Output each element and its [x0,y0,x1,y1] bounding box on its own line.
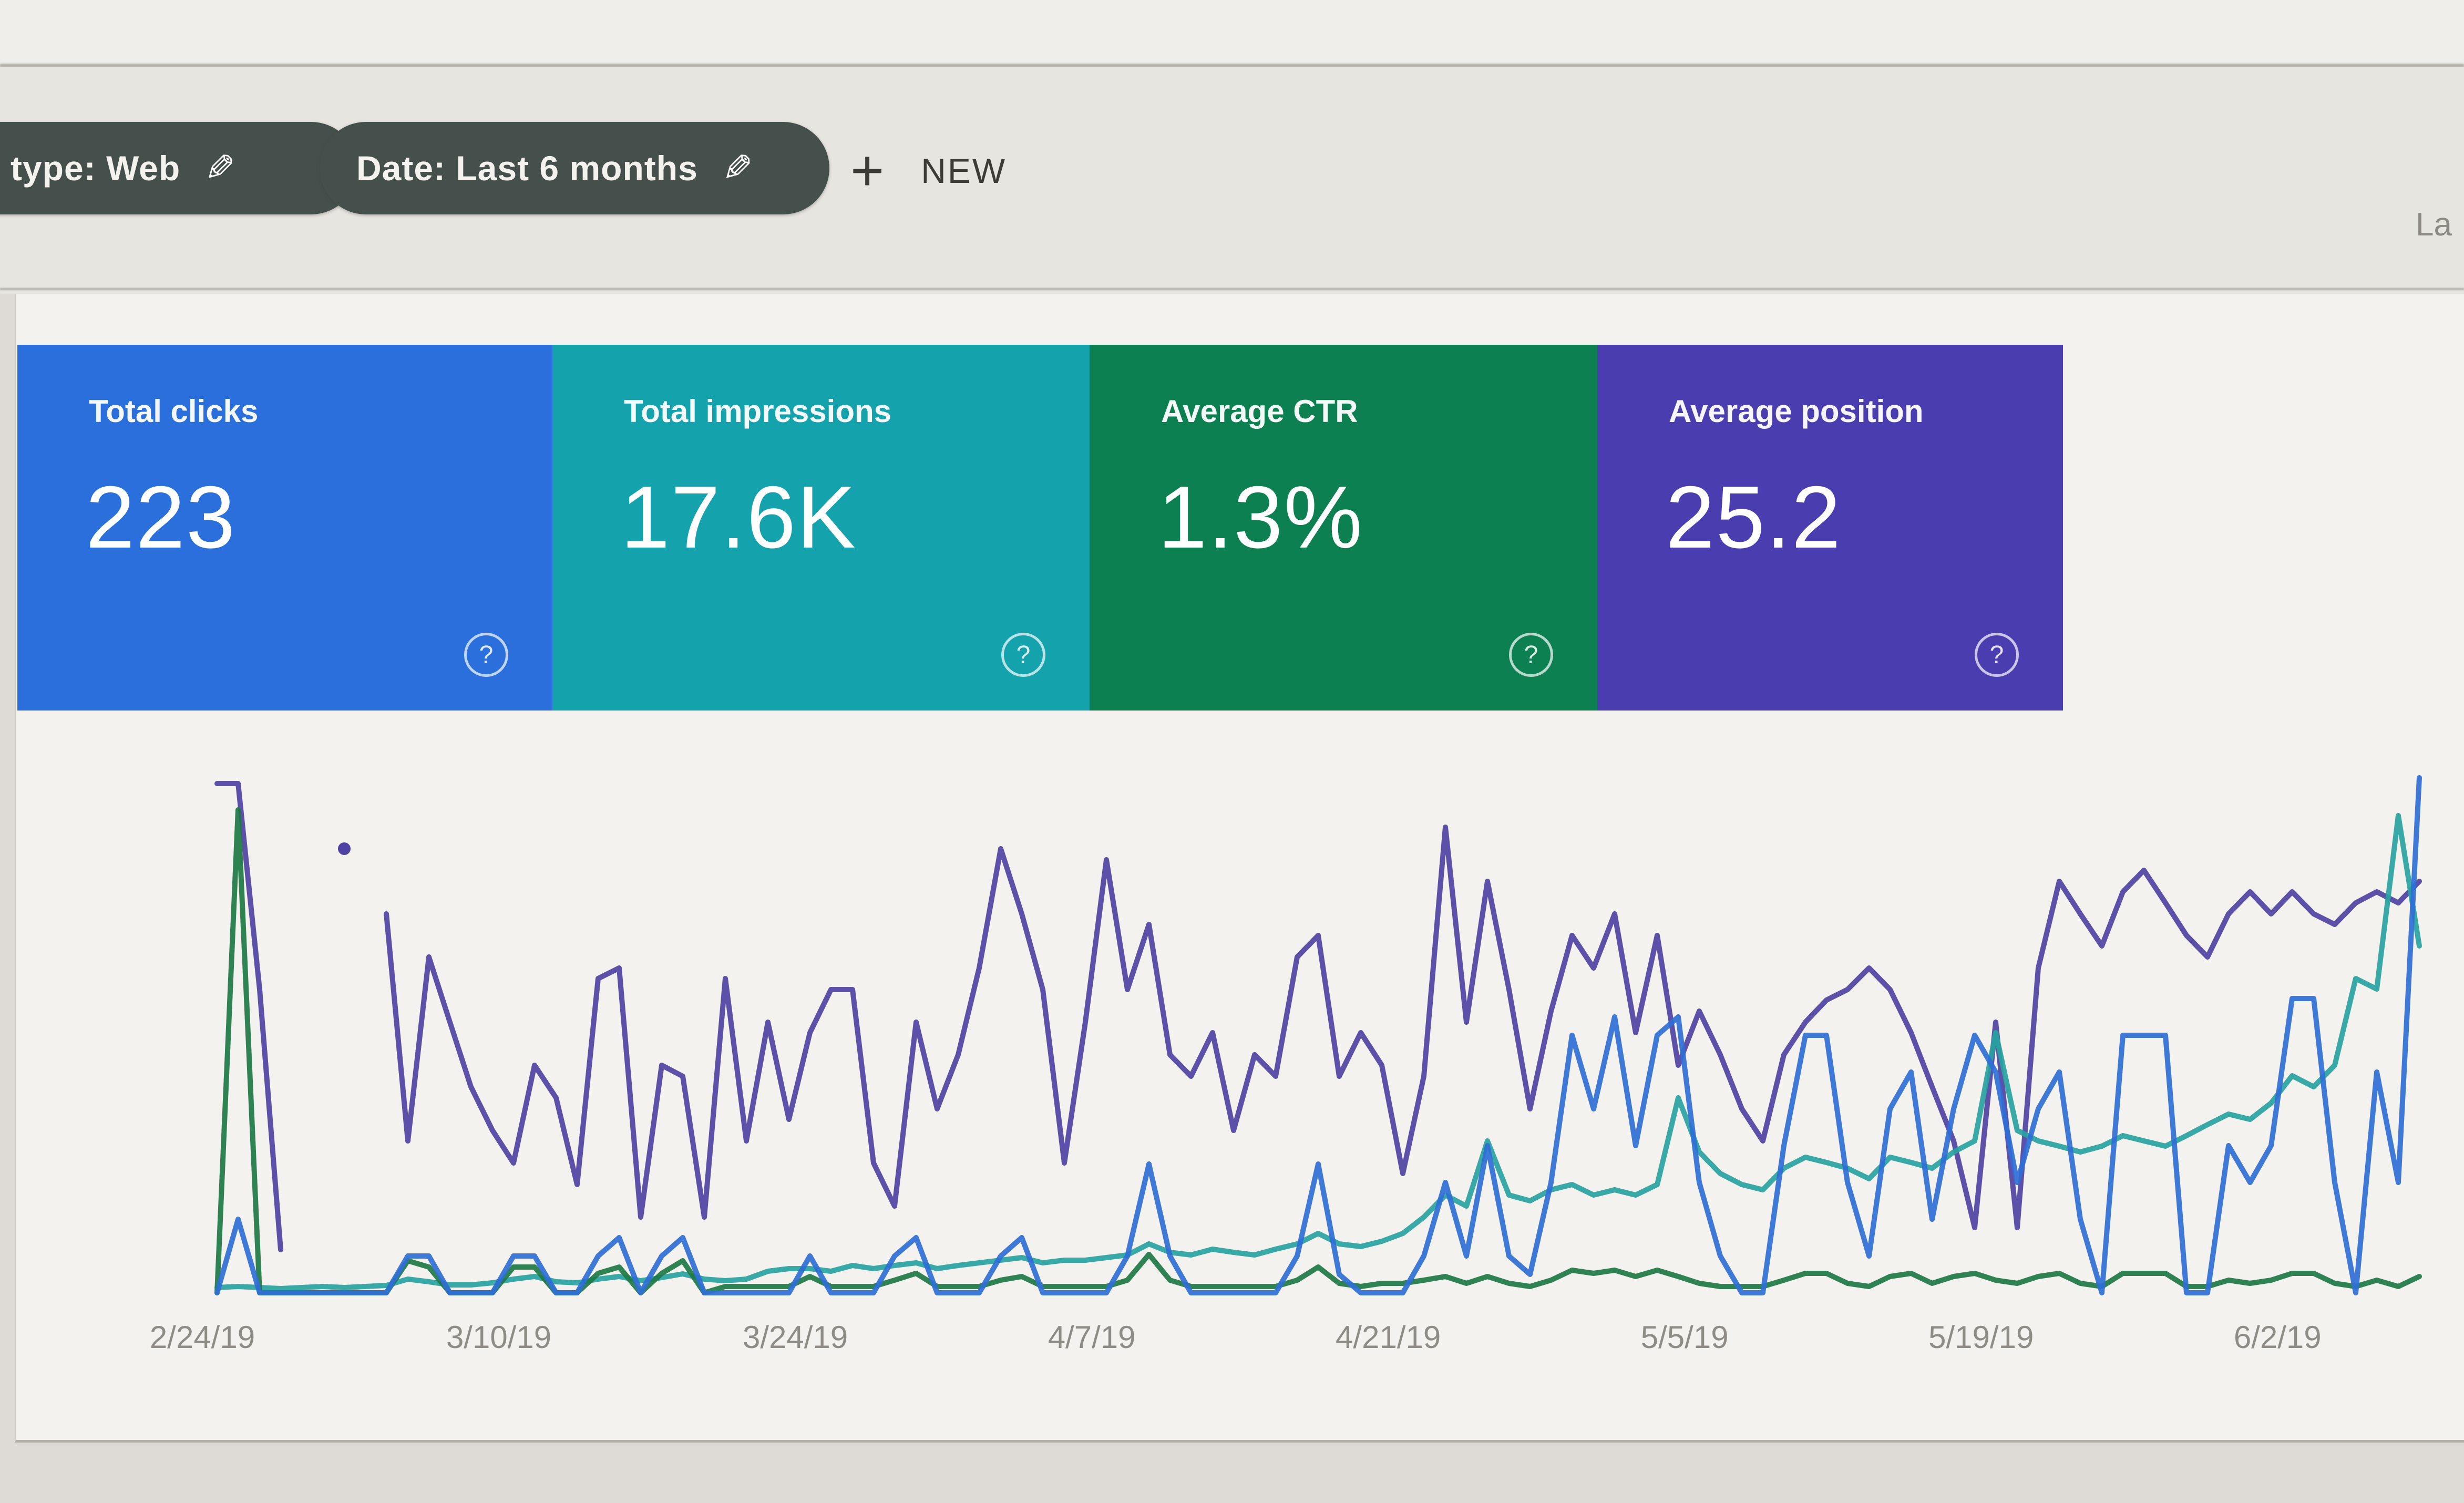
total-impressions-label: Total impressions [624,394,892,429]
help-icon[interactable]: ? [1509,633,1553,677]
last-updated-partial-text: La [2416,207,2452,243]
edit-pencil-icon[interactable]: ✎ [204,148,235,189]
x-axis-tick-label: 6/2/19 [2233,1320,2322,1355]
new-filter-button-label: NEW [921,151,1007,190]
bezel-edge-line [0,64,2464,67]
total-impressions-value: 17.6K [621,468,857,567]
average-ctr-label: Average CTR [1161,394,1358,429]
performance-chart-plot[interactable] [180,741,2456,1351]
x-axis-tick-label: 5/19/19 [1928,1320,2034,1355]
x-axis-tick-label: 4/21/19 [1336,1320,1441,1355]
toolbar-divider [0,288,2464,290]
x-axis-tick-label: 2/24/19 [149,1320,255,1355]
search-type-filter-label: type: Web [11,149,181,188]
x-axis-tick-label: 4/7/19 [1048,1320,1136,1355]
date-range-filter-chip[interactable]: Date: Last 6 months ✎ [320,122,829,214]
help-icon[interactable]: ? [1975,633,2019,677]
x-axis-tick-label: 5/5/19 [1640,1320,1729,1355]
x-axis-labels: 2/24/19 3/10/19 3/24/19 4/7/19 4/21/19 5/5/19… [16,1319,2464,1366]
average-ctr-value: 1.3% [1158,468,1363,567]
average-position-card[interactable]: Average position 25.2 ? [1597,345,2063,711]
x-axis-tick-label: 3/24/19 [742,1320,848,1355]
average-ctr-card[interactable]: Average CTR 1.3% ? [1090,345,1597,711]
new-filter-button[interactable]: + NEW [850,137,1007,205]
x-axis-tick-label: 3/10/19 [446,1320,552,1355]
performance-report-panel: Total clicks 223 ? Total impressions 17.… [15,294,2464,1443]
average-position-label: Average position [1669,394,1924,429]
plus-icon: + [850,138,885,203]
help-icon[interactable]: ? [464,633,508,677]
total-clicks-label: Total clicks [89,394,259,429]
edit-pencil-icon[interactable]: ✎ [722,148,753,189]
search-type-filter-chip[interactable]: type: Web ✎ [0,122,357,214]
total-clicks-card[interactable]: Total clicks 223 ? [17,345,552,711]
total-clicks-value: 223 [86,468,237,567]
summary-cards-row: Total clicks 223 ? Total impressions 17.… [17,345,2065,711]
total-impressions-card[interactable]: Total impressions 17.6K ? [552,345,1090,711]
help-icon[interactable]: ? [1001,633,1045,677]
average-position-value: 25.2 [1666,468,1842,567]
performance-chart-svg [214,775,2422,1295]
monitor-glare-band [0,0,2464,64]
date-range-filter-label: Date: Last 6 months [356,149,698,188]
